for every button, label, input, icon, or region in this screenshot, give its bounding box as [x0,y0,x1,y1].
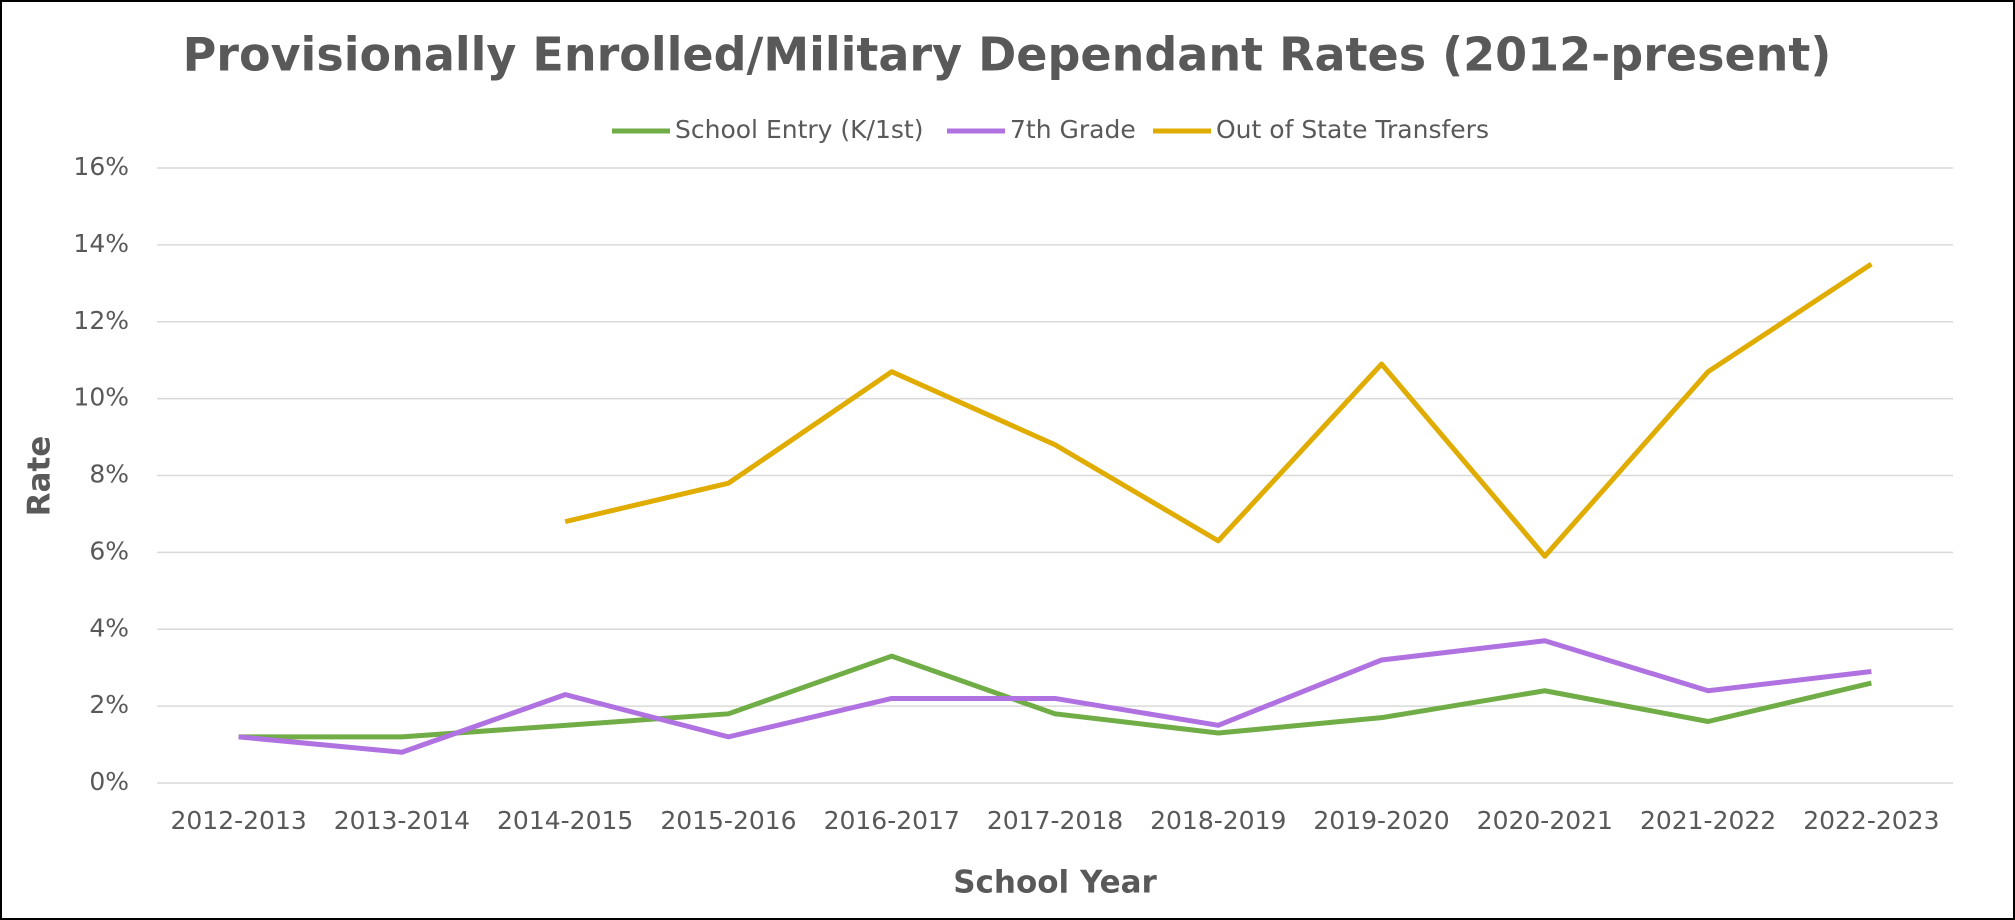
legend-label: Out of State Transfers [1216,115,1489,144]
y-tick-label: 6% [89,536,129,565]
y-tick-label: 12% [73,306,129,335]
x-tick-label: 2019-2020 [1313,806,1449,835]
series-line [564,262,1873,559]
y-tick-label: 2% [89,690,129,719]
legend-label: 7th Grade [1010,115,1136,144]
chart-title: Provisionally Enrolled/Military Dependan… [183,28,1832,82]
y-tick-label: 4% [89,613,129,642]
y-tick-label: 0% [89,767,129,796]
x-tick-label: 2016-2017 [824,806,960,835]
y-tick-label: 16% [73,152,129,181]
x-tick-label: 2013-2014 [334,806,470,835]
series-line [238,653,1872,740]
x-tick-label: 2020-2021 [1477,806,1613,835]
x-tick-label: 2012-2013 [170,806,306,835]
y-tick-label: 10% [73,383,129,412]
series-line [238,638,1872,755]
legend-label: School Entry (K/1st) [675,115,923,144]
x-tick-label: 2021-2022 [1640,806,1776,835]
x-tick-label: 2017-2018 [987,806,1123,835]
y-tick-label: 8% [89,460,129,489]
x-tick-label: 2014-2015 [497,806,633,835]
x-axis-title: School Year [953,865,1157,901]
y-tick-label: 14% [73,229,129,258]
x-tick-label: 2022-2023 [1803,806,1939,835]
x-tick-label: 2018-2019 [1150,806,1286,835]
x-tick-label: 2015-2016 [660,806,796,835]
y-axis-title: Rate [22,436,58,517]
